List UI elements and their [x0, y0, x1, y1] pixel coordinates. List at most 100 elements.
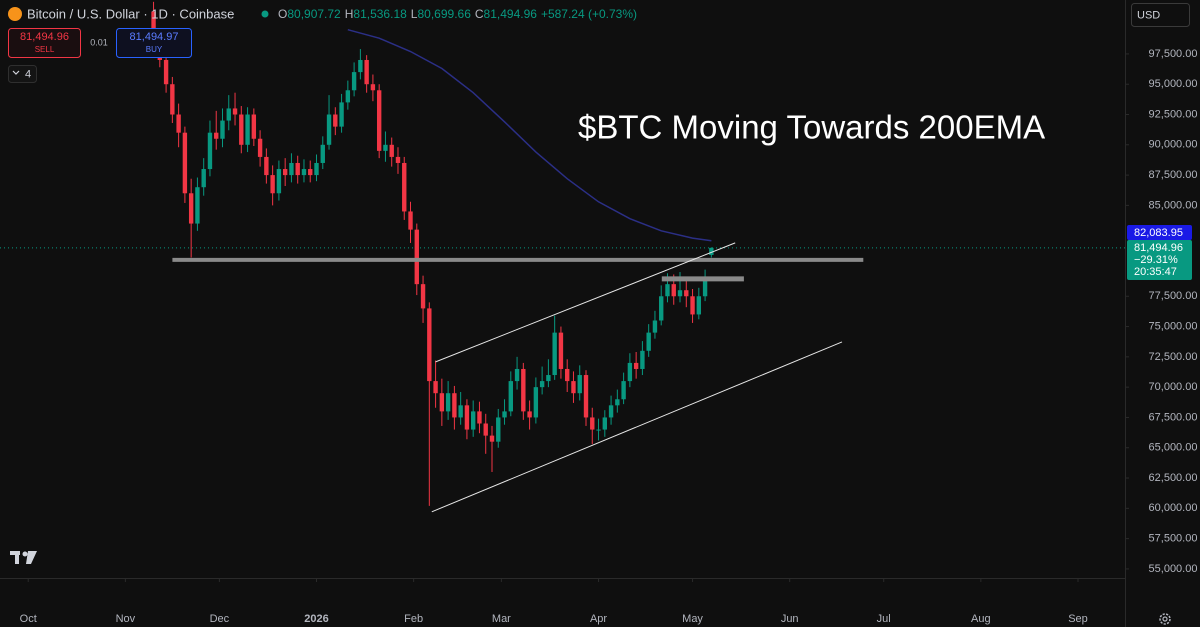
candle-body [458, 405, 463, 418]
y-tick-label: 55,000.00 [1149, 563, 1198, 575]
x-tick-label: Oct [20, 613, 37, 625]
candle-body [402, 162, 407, 212]
buy-label: BUY [146, 45, 163, 54]
ohlc-value: 80,907.72 [287, 7, 341, 21]
candle-body [539, 381, 545, 388]
candle-body [389, 144, 394, 157]
ohlc-value: 81,536.18 [353, 7, 407, 21]
y-tick-label: 90,000.00 [1149, 139, 1198, 151]
candle-body [376, 90, 382, 151]
candle-body [502, 411, 507, 418]
x-tick-label: Mar [492, 613, 511, 625]
candle-body [295, 162, 300, 176]
currency: USD [1137, 9, 1160, 21]
chevron-icon [12, 70, 20, 75]
y-tick-label: 77,500.00 [1149, 290, 1198, 302]
bar-countdown: 20:35:47 [1134, 266, 1177, 278]
candle-body [276, 169, 282, 194]
x-tick-label: May [682, 613, 703, 625]
indicator-toggle[interactable] [8, 65, 37, 83]
candle-body [170, 84, 175, 115]
candle-body [383, 144, 388, 151]
candle-body [533, 387, 539, 418]
candle-body [452, 393, 457, 418]
y-tick-label: 62,500.00 [1149, 472, 1198, 484]
plot-area [0, 1, 1125, 513]
candle-body [659, 296, 664, 321]
header: Bitcoin / U.S. Dollar · 1D · Coinbase O8… [8, 6, 637, 21]
last-price: 81,494.96 [1134, 242, 1183, 254]
sell-price: 81,494.96 [20, 31, 69, 43]
candle-body [464, 405, 470, 430]
candle-body [257, 138, 263, 157]
candle-body [320, 144, 325, 163]
candle-body [420, 284, 426, 309]
ohlc-key: L [411, 7, 418, 21]
x-tick-label: Aug [971, 613, 991, 625]
candle-body [239, 114, 244, 145]
chart-title: $BTC Moving Towards 200EMA [578, 109, 1045, 146]
candle-body [702, 278, 708, 297]
candle-body [652, 320, 658, 333]
gear-center [1162, 616, 1168, 622]
candle-body [439, 393, 445, 412]
candle-body [282, 169, 288, 176]
candle-body [207, 132, 213, 170]
candle-body [602, 417, 607, 430]
candle-body [633, 362, 639, 369]
y-tick-label: 92,500.00 [1149, 108, 1198, 120]
currency-select[interactable] [1131, 3, 1190, 27]
x-tick-label: Nov [116, 613, 136, 625]
candle-body [696, 296, 702, 315]
sell-button[interactable] [8, 28, 81, 58]
candle-body [182, 132, 188, 194]
x-tick-label: Apr [590, 613, 607, 625]
overlay-line [431, 341, 843, 513]
last-price-box [1127, 240, 1192, 280]
candle-body [358, 59, 363, 73]
y-tick-label: 70,000.00 [1149, 381, 1198, 393]
candle-body [408, 211, 413, 230]
candle-body [671, 284, 676, 297]
x-tick-label: Feb [404, 613, 423, 625]
buy-button[interactable] [116, 28, 192, 58]
candle-body [270, 175, 275, 194]
y-tick-label: 67,500.00 [1149, 411, 1198, 423]
change-percent: −29.31% [1134, 254, 1178, 266]
settings-button[interactable] [1159, 613, 1171, 625]
ohlc-key: C [475, 7, 484, 21]
overlay-line [435, 242, 736, 363]
candle-body [301, 169, 307, 176]
candle-body [445, 393, 451, 412]
logo-part [22, 551, 28, 557]
candle-body [188, 193, 194, 224]
indicator-count: 4 [25, 68, 31, 80]
symbol-icon [8, 7, 22, 21]
x-tick-label: Dec [210, 613, 230, 625]
buy-price: 81,494.97 [130, 31, 179, 43]
y-tick-label: 95,000.00 [1149, 78, 1198, 90]
logo [10, 551, 37, 564]
candle-body [483, 423, 488, 436]
sell-label: SELL [35, 45, 55, 54]
candle-body [433, 381, 438, 394]
ohlc-key: H [345, 7, 354, 21]
candle-body [470, 411, 476, 430]
x-tick-label: Sep [1068, 613, 1088, 625]
y-tick-label: 60,000.00 [1149, 502, 1198, 514]
ohlc-value: 80,699.66 [417, 7, 471, 21]
candle-body [333, 114, 338, 127]
candle-body [308, 169, 313, 176]
candle-body [163, 59, 169, 85]
candle-body [345, 90, 351, 103]
candle-body [577, 375, 582, 394]
candle-body [565, 368, 570, 382]
candle-body [496, 417, 501, 442]
candle-body [339, 102, 344, 127]
y-tick-label: 87,500.00 [1149, 169, 1198, 181]
trade-panel: 81,494.96 SELL 0.01 81,494.97 BUY 4 [8, 28, 192, 83]
candle-body [665, 284, 670, 297]
